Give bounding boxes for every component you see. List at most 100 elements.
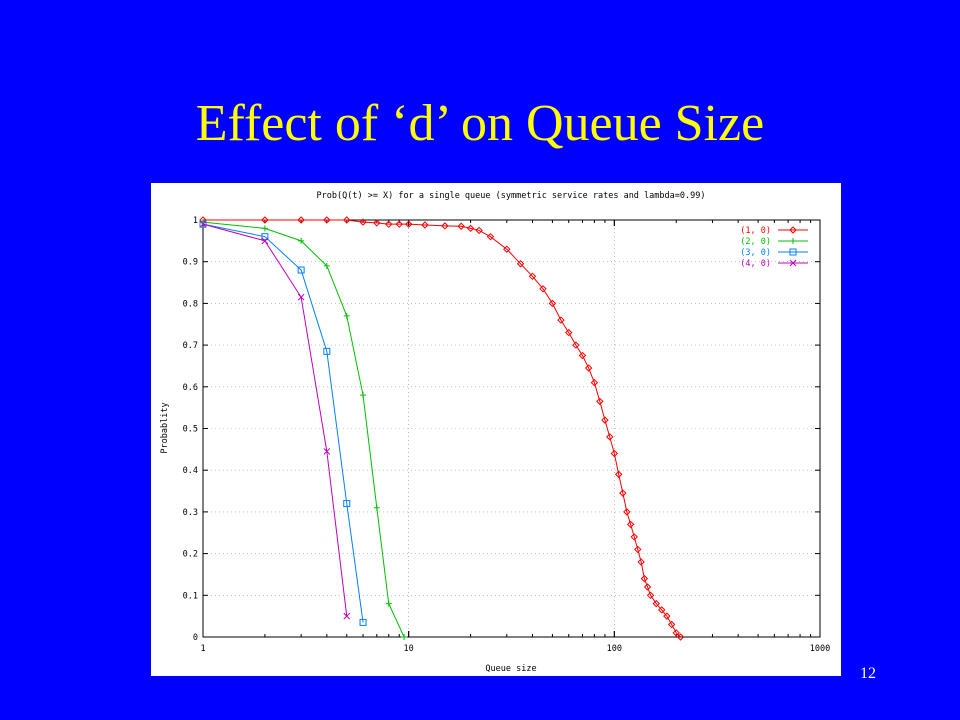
data-point [343, 500, 351, 508]
legend-marker [790, 238, 796, 244]
data-point [623, 508, 631, 516]
data-point [261, 225, 268, 232]
data-point [619, 489, 627, 497]
data-point [667, 620, 676, 629]
data-point [297, 293, 305, 301]
data-point [564, 328, 573, 337]
data-point [343, 312, 350, 319]
x-tick-label: 10 [404, 644, 414, 654]
y-tick-label: 0.3 [183, 508, 198, 518]
data-point [297, 216, 305, 224]
data-point [637, 558, 645, 566]
data-point [457, 222, 465, 230]
y-tick-label: 0.8 [183, 299, 198, 309]
y-tick-label: 0 [193, 633, 198, 643]
legend-label: (3, 0) [740, 248, 771, 258]
data-point [590, 378, 599, 387]
y-tick-label: 0.1 [183, 591, 198, 601]
legend-marker [789, 226, 797, 234]
series-2 [199, 220, 367, 626]
data-point [199, 220, 207, 228]
slide-title: Effect of ‘d’ on Queue Size [195, 95, 765, 152]
data-point [614, 470, 623, 479]
data-point [610, 449, 619, 458]
y-tick-label: 0.7 [183, 341, 198, 351]
data-point [601, 416, 609, 424]
data-point [441, 222, 449, 230]
data-point [261, 237, 269, 245]
data-point [373, 504, 380, 511]
y-axis-label: Probablity [160, 402, 170, 453]
data-point [261, 216, 269, 224]
data-point [373, 219, 381, 227]
data-point [401, 634, 408, 640]
y-tick-label: 0.6 [183, 383, 198, 393]
series-line [202, 221, 405, 638]
data-point [626, 520, 635, 529]
data-point [486, 232, 495, 241]
x-tick-label: 100 [607, 644, 622, 654]
x-tick-label: 1000 [810, 644, 830, 654]
y-tick-label: 0.2 [183, 550, 198, 560]
data-point [672, 629, 680, 637]
data-point [360, 392, 367, 399]
grid-layer [203, 220, 820, 637]
tick-layer: 0 0.1 0.2 0.3 0.4 0.5 0.6 0.7 0.8 0.9 1 1 10 100 1000 [183, 216, 831, 654]
data-point [658, 606, 666, 614]
data-point [557, 316, 565, 324]
data-point [475, 226, 483, 235]
y-tick-label: 0.9 [183, 258, 198, 268]
data-point [676, 633, 685, 641]
data-point [640, 574, 649, 583]
legend-marker [789, 259, 797, 267]
series-line [202, 223, 348, 617]
x-axis-label: Queue size [485, 664, 536, 674]
data-point [385, 220, 393, 228]
series-0 [199, 216, 685, 641]
data-point [323, 262, 330, 269]
slide-number: 12 [860, 665, 876, 682]
data-point [539, 285, 547, 293]
series-line [202, 223, 364, 623]
series-layer [199, 216, 685, 641]
data-point [261, 233, 269, 241]
data-point [323, 448, 331, 455]
y-tick-label: 0.4 [183, 466, 198, 476]
x-tick-label: 1 [200, 644, 205, 654]
y-tick-label: 0.5 [183, 425, 198, 435]
data-point [572, 341, 580, 349]
data-point [634, 545, 642, 554]
y-tick-label: 1 [193, 216, 198, 226]
data-point [646, 591, 655, 600]
data-point [630, 533, 638, 541]
data-point [584, 364, 593, 372]
legend-label: (2, 0) [740, 237, 771, 247]
data-point [359, 218, 367, 226]
data-point [323, 347, 331, 355]
legend-label: (1, 0) [740, 226, 771, 236]
data-point [528, 272, 537, 281]
data-point [385, 600, 392, 607]
series-3 [199, 220, 351, 620]
data-point [343, 216, 351, 224]
data-point [516, 260, 525, 268]
legend: (1, 0)(2, 0)(3, 0)(4, 0) [740, 226, 808, 269]
data-point [652, 599, 661, 608]
series-line [203, 219, 681, 638]
data-point [343, 612, 351, 620]
data-point [548, 299, 557, 308]
queue-size-chart: Prob(Q(t) >= X) for a single queue (symm… [160, 191, 831, 674]
data-point [578, 351, 587, 360]
data-point [596, 397, 604, 406]
data-point [404, 220, 413, 228]
data-point [421, 221, 429, 229]
chart-title: Prob(Q(t) >= X) for a single queue (symm… [317, 191, 706, 201]
legend-label: (4, 0) [740, 259, 771, 269]
data-point [199, 220, 207, 228]
data-point [323, 216, 331, 224]
legend-marker [789, 248, 797, 256]
data-point [298, 237, 305, 244]
data-point [466, 224, 475, 233]
data-point [663, 612, 671, 620]
series-1 [200, 219, 408, 640]
